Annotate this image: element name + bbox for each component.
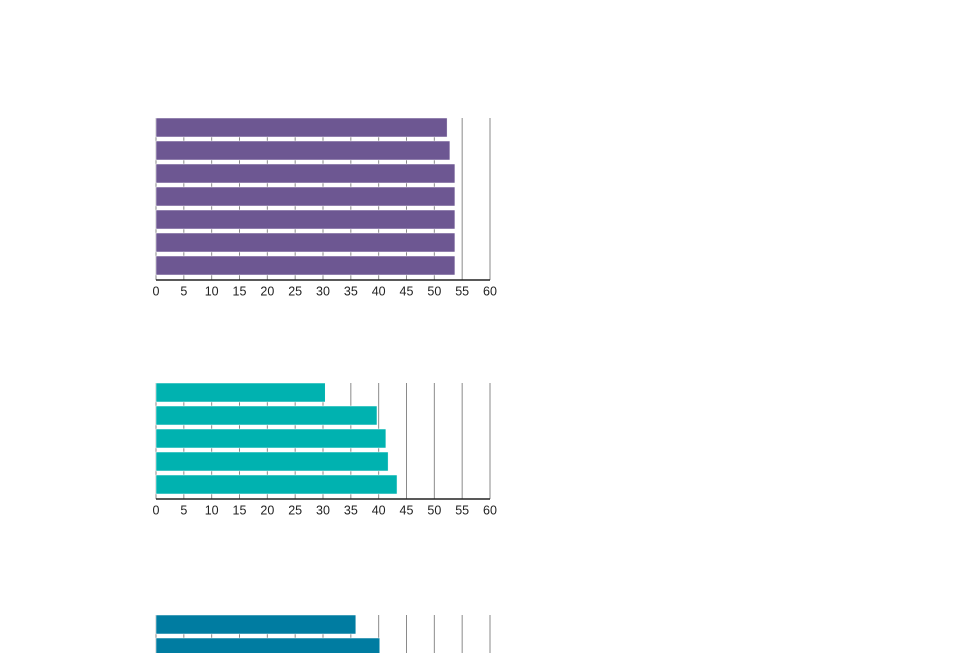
- bar: [155, 140, 451, 161]
- x-tick-label: 20: [260, 503, 274, 517]
- bar: [155, 163, 456, 184]
- bar: [155, 232, 456, 253]
- x-tick-label: 0: [153, 503, 160, 517]
- x-tick-label: 10: [205, 284, 219, 298]
- bar: [155, 382, 326, 403]
- bar: [155, 117, 448, 138]
- bar: [155, 428, 387, 449]
- x-tick-label: 30: [316, 503, 330, 517]
- x-tick-label: 30: [316, 284, 330, 298]
- x-tick-label: 45: [400, 503, 414, 517]
- x-tick-label: 45: [400, 284, 414, 298]
- bar: [155, 637, 381, 653]
- x-tick-label: 35: [344, 503, 358, 517]
- x-tick-label: 60: [483, 503, 497, 517]
- x-tick-label: 25: [288, 503, 302, 517]
- bar: [155, 209, 456, 230]
- x-tick-label: 50: [427, 284, 441, 298]
- bar: [155, 614, 357, 635]
- x-tick-label: 55: [455, 284, 469, 298]
- x-tick-label: 40: [372, 503, 386, 517]
- x-tick-label: 55: [455, 503, 469, 517]
- bar: [155, 474, 398, 495]
- bar: [155, 255, 456, 276]
- x-tick-label: 40: [372, 284, 386, 298]
- x-tick-label: 20: [260, 284, 274, 298]
- bar: [155, 451, 389, 472]
- x-tick-label: 5: [180, 284, 187, 298]
- x-tick-label: 35: [344, 284, 358, 298]
- x-tick-label: 5: [180, 503, 187, 517]
- bar: [155, 405, 378, 426]
- x-tick-label: 60: [483, 284, 497, 298]
- x-tick-label: 10: [205, 503, 219, 517]
- x-tick-label: 50: [427, 503, 441, 517]
- x-tick-label: 15: [233, 284, 247, 298]
- bar: [155, 186, 456, 207]
- x-tick-label: 15: [233, 503, 247, 517]
- x-tick-label: 25: [288, 284, 302, 298]
- x-tick-label: 0: [153, 284, 160, 298]
